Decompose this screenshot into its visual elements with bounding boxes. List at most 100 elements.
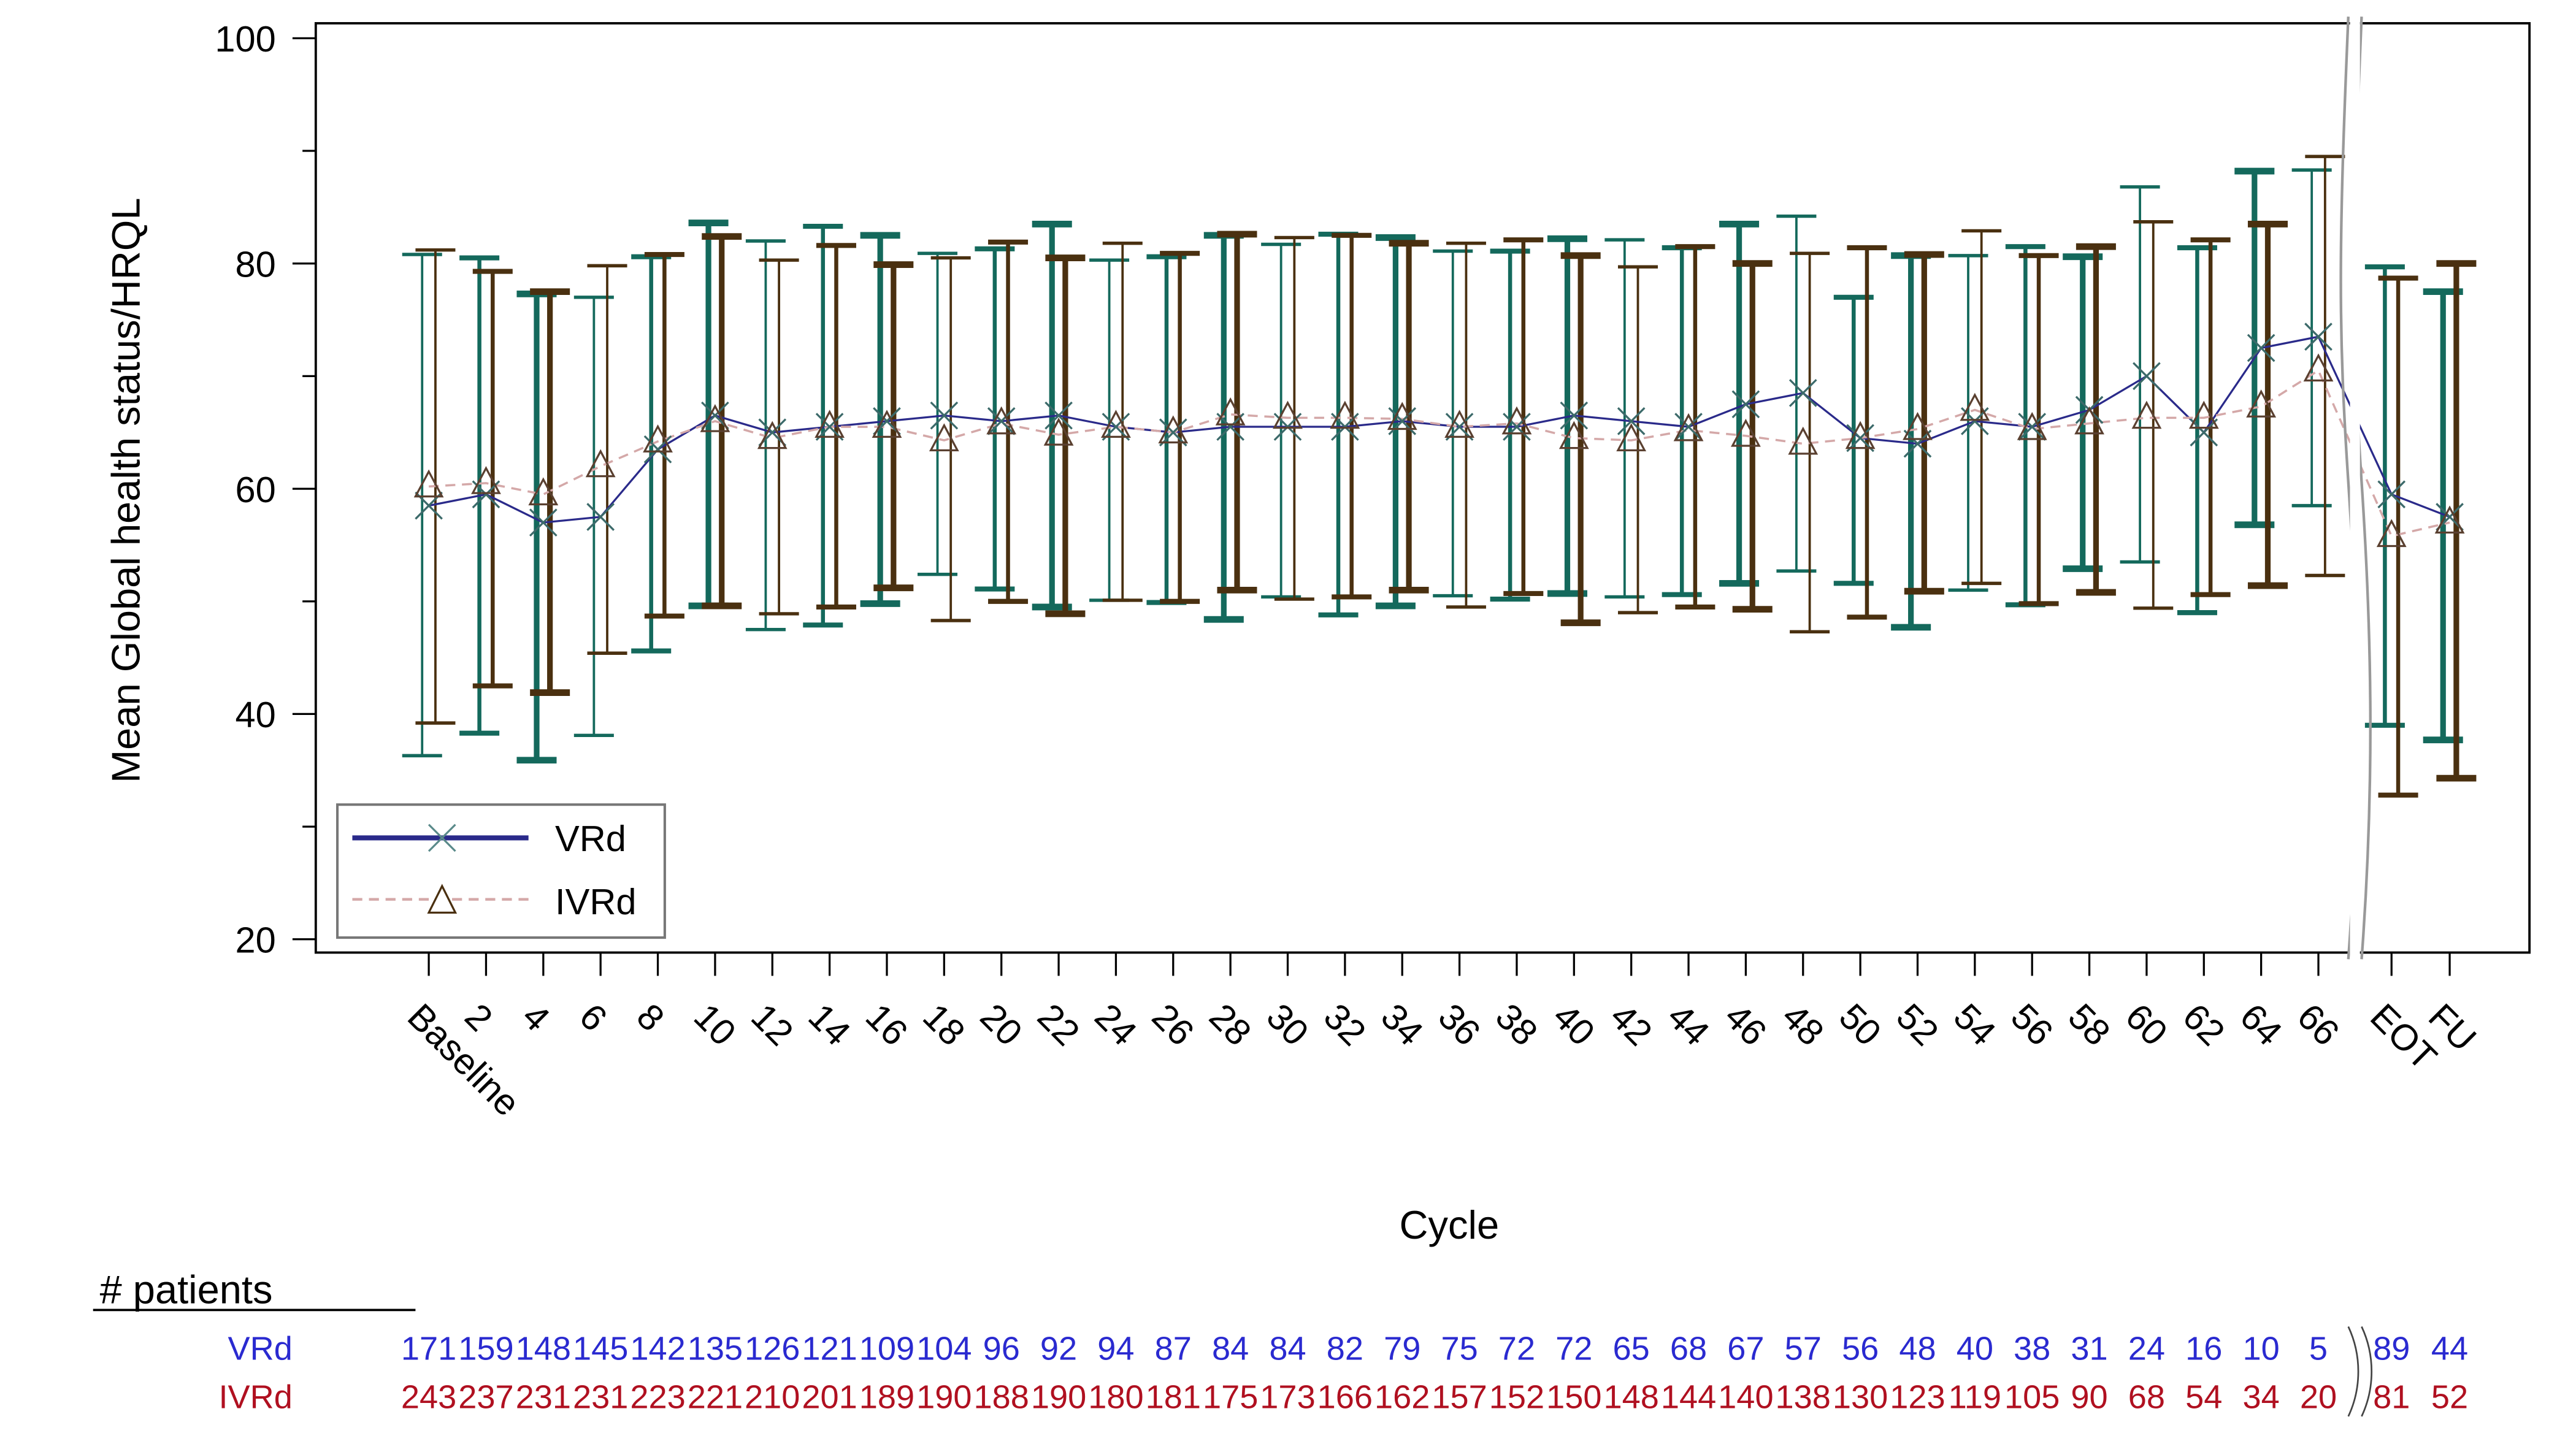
triangle-marker-icon [2376, 519, 2407, 548]
patient-count: 5 [2309, 1331, 2328, 1367]
y-tick-label: 40 [236, 694, 276, 735]
x-marker-icon [586, 503, 615, 531]
patient-count: 152 [1489, 1378, 1544, 1415]
x-axis-title: Cycle [1400, 1202, 1500, 1247]
patient-count: 135 [688, 1331, 743, 1367]
x-marker-icon [2018, 413, 2047, 441]
triangle-marker-icon [2434, 505, 2465, 534]
y-tick-label: 20 [236, 919, 276, 960]
patient-count: 188 [974, 1378, 1029, 1415]
triangle-marker-icon [1558, 421, 1589, 449]
x-tick-label: 44 [1660, 996, 1717, 1053]
triangle-marker-icon [1101, 410, 1131, 438]
patient-count: 54 [2185, 1378, 2222, 1415]
x-tick-label: 66 [2290, 996, 2347, 1053]
x-tick-label: 56 [2003, 996, 2061, 1053]
triangle-marker-icon [815, 410, 845, 438]
patients-row-label: VRd [228, 1331, 293, 1367]
patient-count: 68 [1670, 1331, 1707, 1367]
triangle-marker-icon [1845, 421, 1876, 449]
patient-count: 109 [859, 1331, 914, 1367]
patient-count: 145 [573, 1331, 628, 1367]
triangle-marker-icon [2017, 411, 2047, 440]
patient-count: 75 [1441, 1331, 1478, 1367]
patient-count: 148 [1603, 1378, 1658, 1415]
x-tick-label: 46 [1717, 996, 1774, 1053]
patient-count: 190 [1031, 1378, 1086, 1415]
patient-count: 181 [1146, 1378, 1201, 1415]
triangle-marker-icon [872, 410, 902, 438]
patient-count: 119 [1949, 1378, 2001, 1415]
x-tick-label: 36 [1430, 996, 1488, 1053]
IVRd-line [428, 369, 2450, 538]
patient-count: 40 [1957, 1331, 1993, 1367]
x-tick-label: 42 [1603, 996, 1660, 1053]
x-tick-label: 40 [1545, 996, 1603, 1053]
triangle-marker-icon [528, 477, 559, 506]
patient-count: 81 [2373, 1378, 2410, 1415]
x-tick-label: 60 [2118, 996, 2175, 1053]
patients-row-label: IVRd [218, 1378, 292, 1415]
triangle-marker-icon [700, 404, 730, 432]
patient-count: 48 [1899, 1331, 1936, 1367]
x-marker-icon [1102, 413, 1130, 441]
triangle-marker-icon [929, 423, 959, 451]
x-marker-icon [1788, 379, 1817, 407]
patient-count: 65 [1613, 1331, 1650, 1367]
patient-count: 171 [401, 1331, 456, 1367]
patient-count: 84 [1212, 1331, 1249, 1367]
patient-count: 68 [2128, 1378, 2165, 1415]
triangle-marker-icon [2074, 406, 2104, 435]
x-marker-icon [2133, 362, 2161, 391]
triangle-marker-icon [1330, 400, 1360, 429]
triangle-marker-icon [643, 424, 673, 453]
triangle-marker-icon [1903, 411, 1933, 440]
patient-count: 138 [1776, 1378, 1831, 1415]
x-tick-label: 10 [686, 996, 744, 1053]
triangle-marker-icon [1501, 406, 1532, 435]
triangle-marker-icon [2188, 400, 2219, 429]
x-marker-icon [1674, 413, 1703, 441]
triangle-marker-icon [413, 469, 444, 498]
legend: VRd IVRd [336, 803, 666, 939]
x-tick-label: 8 [629, 996, 672, 1039]
triangle-marker-icon [1215, 397, 1246, 426]
patient-count: 130 [1833, 1378, 1888, 1415]
patient-count: 140 [1718, 1378, 1773, 1415]
patient-count: 67 [1727, 1331, 1764, 1367]
patient-count: 89 [2373, 1331, 2410, 1367]
table-break-icon [2347, 1326, 2372, 1417]
legend-label-vrd: VRd [555, 818, 626, 859]
triangle-marker-icon [757, 421, 788, 449]
x-tick-label: 4 [515, 996, 558, 1039]
patient-count: 231 [573, 1378, 628, 1415]
x-tick-label: 38 [1488, 996, 1546, 1053]
axis-break-icon [2339, 17, 2372, 960]
patient-count: 72 [1498, 1331, 1535, 1367]
patient-count: 210 [745, 1378, 800, 1415]
x-marker-icon [1903, 429, 1932, 458]
patient-count: 175 [1203, 1378, 1258, 1415]
patient-count: 162 [1374, 1378, 1430, 1415]
triangle-marker-icon [1158, 415, 1189, 444]
patient-count: 79 [1384, 1331, 1420, 1367]
patient-count: 72 [1555, 1331, 1592, 1367]
patient-count: 148 [516, 1331, 571, 1367]
y-axis-title: Mean Global health status/HRQL [104, 198, 148, 784]
patient-count: 96 [983, 1331, 1020, 1367]
patient-count: 56 [1842, 1331, 1879, 1367]
x-marker-icon [643, 435, 672, 464]
x-tick-label: 32 [1316, 996, 1374, 1053]
patient-count: 159 [458, 1331, 513, 1367]
patient-count: 31 [2071, 1331, 2107, 1367]
x-marker-icon [1731, 390, 1760, 419]
x-tick-label: 18 [915, 996, 973, 1053]
x-tick-label: 62 [2175, 996, 2233, 1053]
triangle-marker-icon [1788, 426, 1819, 455]
patient-count: 57 [1785, 1331, 1822, 1367]
series-markers [413, 323, 2465, 548]
axis-break-gap [2350, 20, 2360, 956]
triangle-marker-icon [986, 406, 1017, 435]
patient-count: 190 [916, 1378, 972, 1415]
